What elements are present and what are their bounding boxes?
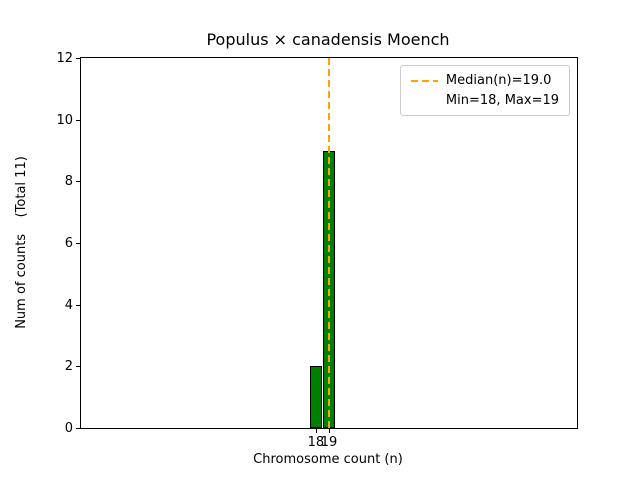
legend-label-minmax: Min=18, Max=19 <box>445 93 559 108</box>
legend: Median(n)=19.0 Min=18, Max=19 <box>399 65 570 116</box>
y-tick-mark <box>76 366 81 368</box>
histogram-bar <box>310 366 322 428</box>
y-tick-label: 12 <box>56 51 73 66</box>
y-tick-mark <box>76 304 81 306</box>
x-axis-label: Chromosome count (n) <box>253 452 403 467</box>
y-tick-label: 6 <box>64 236 73 251</box>
dashed-line-icon <box>410 79 438 82</box>
y-tick-mark <box>76 428 81 429</box>
y-tick-label: 2 <box>64 359 73 375</box>
y-axis-label: Num of counts (Total 11) <box>13 155 29 329</box>
y-tick-label: 8 <box>64 174 73 190</box>
y-tick-mark <box>76 58 81 59</box>
x-tick-mark <box>315 428 317 433</box>
legend-label-median: Median(n)=19.0 <box>445 73 552 88</box>
legend-entry-minmax: Min=18, Max=19 <box>411 93 559 108</box>
plot-area: 0 2 4 6 8 10 12 18 19 <box>56 51 578 450</box>
y-tick-label: 0 <box>64 421 73 436</box>
x-tick-label: 18 <box>307 435 325 450</box>
x-tick-label: 19 <box>320 435 338 450</box>
y-tick-label: 4 <box>64 297 73 313</box>
legend-handle-spacer <box>411 100 438 102</box>
y-axis-label-wrap: Num of counts (Total 11) <box>8 57 34 427</box>
y-tick-mark <box>76 243 81 244</box>
chart-title: Populus × canadensis Moench <box>206 30 450 49</box>
y-tick-label: 10 <box>56 112 73 128</box>
median-line <box>328 58 330 428</box>
legend-entry-median: Median(n)=19.0 <box>410 73 559 88</box>
y-tick-mark <box>76 181 81 183</box>
y-tick-mark <box>76 119 81 121</box>
x-tick-mark <box>329 428 330 433</box>
